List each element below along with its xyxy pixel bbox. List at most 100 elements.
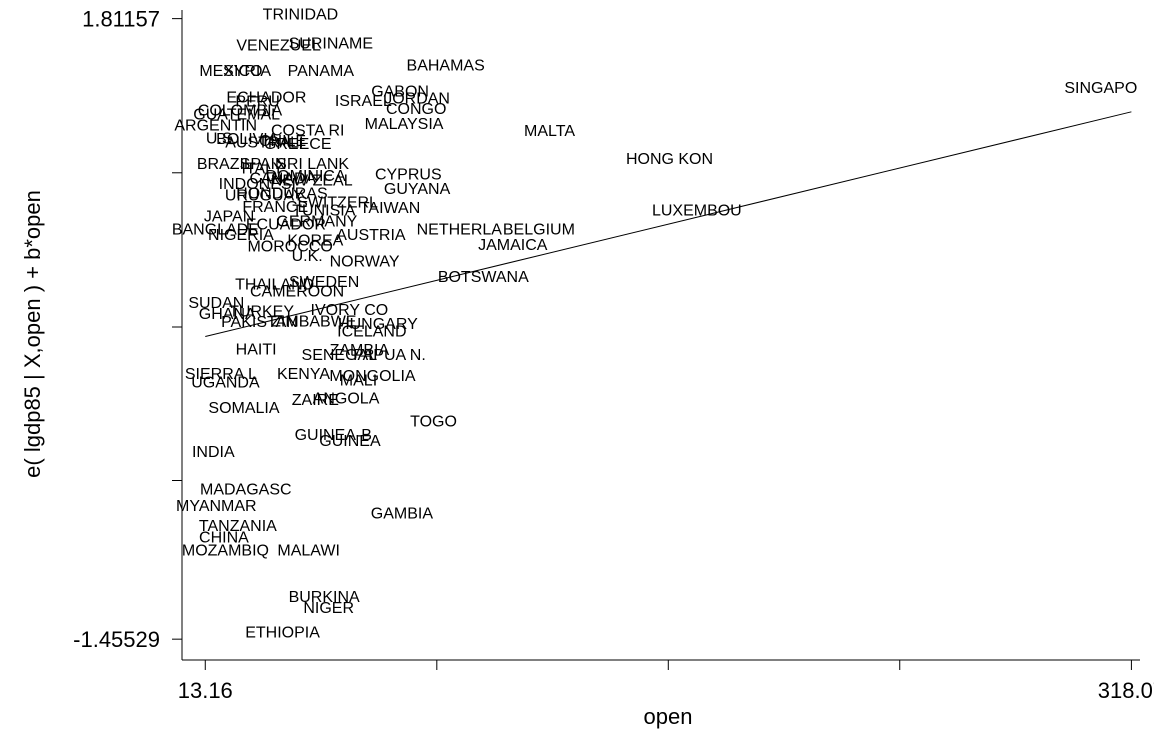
point-label: FRANCE	[242, 199, 308, 216]
point-label: TOGO	[410, 413, 457, 430]
point-label: TRINIDAD	[263, 7, 339, 24]
point-label: GAMBIA	[371, 505, 434, 522]
point-label: CHILE	[259, 133, 306, 150]
point-label: MALI	[340, 372, 377, 389]
point-label: PANAMA	[288, 63, 355, 80]
x-tick-label: 318.07	[1098, 678, 1154, 703]
point-label: HONDURAS	[236, 186, 328, 203]
point-label: MALAWI	[277, 542, 340, 559]
point-label: COSTA RI	[271, 122, 345, 139]
point-label: U.K.	[292, 248, 323, 265]
point-label: BANGLADE	[172, 221, 259, 238]
point-label: MEXICO	[199, 63, 262, 80]
point-label: KENYA	[277, 366, 330, 383]
point-label: SWEDEN	[289, 274, 359, 291]
point-label: GREECE	[264, 136, 332, 153]
point-label: THAILAND	[235, 277, 314, 294]
point-label: BURKINA	[289, 589, 360, 606]
point-label: MALAYSIA	[365, 116, 444, 133]
point-label: BOLIVIA	[216, 131, 279, 148]
point-label: SOMALIA	[208, 400, 279, 417]
point-label: URUGUAY	[225, 187, 304, 204]
point-label: ITALY	[241, 160, 283, 177]
point-label: MOZAMBIQ	[182, 542, 269, 559]
point-label: U.S.	[206, 130, 237, 147]
point-label: LUXEMBOU	[652, 202, 742, 219]
point-label: JORDAN	[384, 90, 450, 107]
point-label: KOREA	[287, 232, 343, 249]
point-label: CHINA	[199, 529, 249, 546]
point-label: CANADA	[249, 171, 316, 188]
point-label: MALTA	[524, 123, 575, 140]
point-label: CYPRUS	[375, 167, 442, 184]
point-label: MYANMAR	[176, 498, 257, 515]
point-label: PAKISTAN	[221, 314, 298, 331]
point-label: AUSTRALI	[225, 134, 303, 151]
point-label: ZAMBIA	[330, 342, 390, 359]
point-label: GUINEA-B	[295, 427, 372, 444]
point-label: BOTSWANA	[438, 269, 529, 286]
point-label: GERMANY	[276, 213, 357, 230]
point-label: NIGER	[303, 600, 354, 617]
point-label: CONGO	[386, 101, 446, 118]
point-label: IVORY CO	[311, 302, 389, 319]
point-label: SPAIN	[240, 156, 287, 173]
y-axis-title: e( lgdp85 | X,open ) + b*open	[20, 190, 45, 478]
point-label: HUNGARY	[338, 316, 418, 333]
point-label: ARGENTIN	[174, 118, 257, 135]
point-label: ECHADOR	[226, 89, 306, 106]
point-label: GABON	[371, 83, 429, 100]
point-label: SUDAN	[188, 295, 244, 312]
point-label: ZIMBABWE	[271, 314, 356, 331]
point-label: JAPAN	[204, 209, 254, 226]
point-label: SURINAME	[289, 35, 373, 52]
point-label: MOROCCO	[247, 239, 332, 256]
point-label: AUSTRIA	[336, 227, 406, 244]
x-tick-label: 13.16	[178, 678, 233, 703]
point-label: ETHIOPIA	[245, 625, 320, 642]
point-label: NIGERIA	[208, 227, 274, 244]
point-label: NORWAY	[330, 254, 400, 271]
point-label: TURKEY	[229, 303, 294, 320]
point-label: DOMINICA	[266, 168, 346, 185]
point-label: UGANDA	[191, 374, 260, 391]
point-label: JAMAICA	[478, 237, 548, 254]
point-label: VENEZUEL	[236, 37, 321, 54]
point-label: TAIWAN	[360, 200, 420, 217]
point-label: GUYANA	[384, 181, 451, 198]
point-label: CAMEROON	[250, 284, 344, 301]
point-label: ANGOLA	[313, 391, 380, 408]
point-label: NEW ZEAL	[271, 173, 353, 190]
point-label: SYRIA	[223, 63, 271, 80]
point-label: ECUADOR	[246, 217, 326, 234]
point-label: BAHAMAS	[407, 58, 485, 75]
point-label: NETHERLA	[417, 221, 503, 238]
point-label: COLOMBIA	[198, 103, 283, 120]
point-label: TUNISIA	[292, 202, 355, 219]
axes: 13.16 318.07 1.81157 -1.45529	[73, 7, 1154, 703]
point-label: SENEGAL	[302, 347, 378, 364]
point-label: TANZANIA	[199, 518, 277, 535]
point-label: BRAZIL	[197, 156, 253, 173]
point-label: PERU	[235, 94, 279, 111]
point-label: GHANA	[199, 306, 256, 323]
y-tick-label: -1.45529	[73, 627, 160, 652]
point-label: ZAIRE	[292, 392, 339, 409]
point-label: GUATEMAL	[193, 107, 280, 124]
y-tick-label: 1.81157	[82, 7, 160, 32]
point-label: HAITI	[236, 341, 277, 358]
point-label: MONGOLIA	[329, 368, 416, 385]
point-label: SRI LANK	[276, 156, 349, 173]
point-label: BELGIUM	[503, 221, 575, 238]
point-label: GUINEA	[319, 433, 381, 450]
point-label: SINGAPO	[1064, 80, 1137, 97]
point-label: HONG KON	[626, 151, 713, 168]
point-label: SIERRA L	[185, 366, 257, 383]
point-label: ICELAND	[337, 323, 406, 340]
point-label: SWITZERL	[297, 194, 378, 211]
point-label: INDIA	[192, 444, 235, 461]
point-label: INDONESI	[219, 176, 296, 193]
point-label: MADAGASC	[200, 482, 292, 499]
